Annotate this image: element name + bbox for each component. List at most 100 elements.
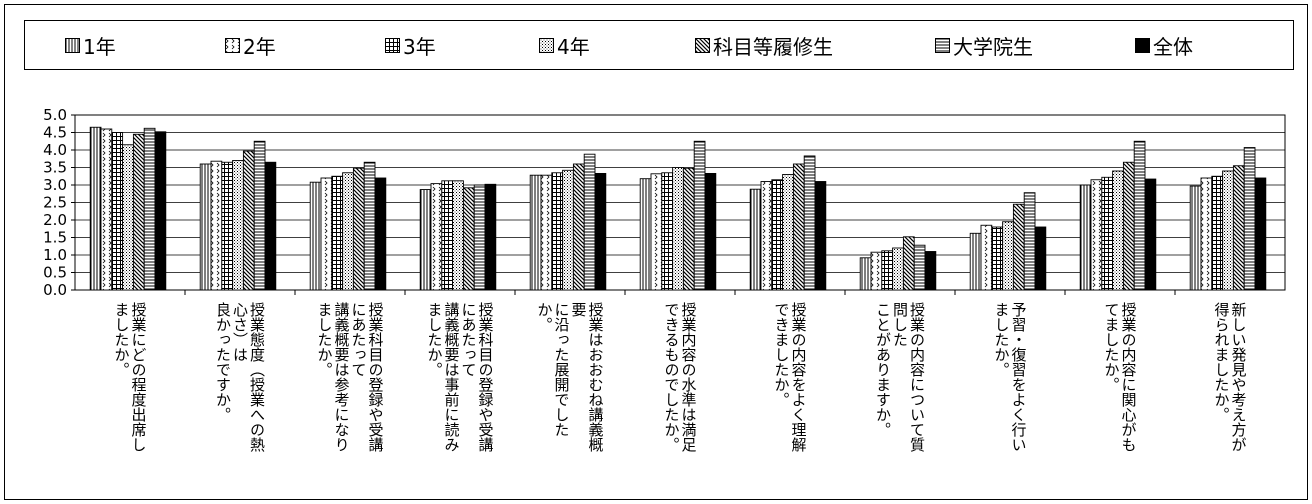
legend-label: 3年 [403,34,436,59]
bar [661,172,674,291]
bar [342,172,354,291]
bar [210,160,223,291]
bar [1012,203,1025,291]
bar [473,184,486,291]
x-tick-label: 授業の内容について質 [908,302,926,452]
x-tick-label: てましたか。 [1103,302,1121,392]
bar [870,251,883,291]
x-tick-label: 講義概要は事前に読み [443,302,461,452]
bar [1112,170,1124,291]
bar [1232,165,1245,291]
x-tick-label: ましたか。 [316,302,334,377]
x-tick-label: ましたか。 [113,302,131,377]
bar [363,161,376,291]
bar [913,244,926,291]
x-tick-label: 授業内容の水準は満足 [680,302,698,453]
bar [1122,161,1135,291]
bar [650,173,663,291]
bar [792,163,805,291]
bar [1090,179,1103,291]
bar [1023,192,1036,291]
bar [682,167,695,291]
x-tick-label: ことがありますか。 [874,302,892,437]
bar [100,128,113,291]
x-tick-label: 要 [570,302,588,318]
x-tick-label: 授業科目の登録や受講 [477,302,495,452]
x-tick-label: できるものでしたか。 [663,302,681,452]
x-tick-label: 問した [891,302,909,347]
bar [132,133,145,291]
chart-frame [4,4,1308,500]
bar [704,172,717,291]
x-tick-label: 予習・復習をよく行い [1010,302,1028,452]
x-tick-label: 心さ）は [231,302,249,362]
bar [253,140,266,291]
bar [859,257,872,291]
bar [803,155,816,291]
bar [980,224,993,291]
x-tick-label: にあたって [460,302,478,377]
legend-label: 科目等履修生 [713,34,833,59]
legend-label: 4年 [557,34,590,59]
legend-item: 4年 [539,33,590,59]
chart-legend: 1年 2年 3年 4年 科目等履修生 大学院生 全体 [24,20,1294,70]
bar [881,250,894,291]
bar [199,163,212,291]
x-tick-label: 良かったですか。 [214,302,232,422]
legend-label: 1年 [83,34,116,59]
bar [1200,177,1213,291]
bar [441,180,454,291]
bar [551,172,564,291]
bar [352,167,365,291]
bar [902,236,915,291]
x-tick-label: に沿った展開でした [553,302,571,437]
bar [594,172,607,291]
bar [749,188,762,291]
bar [672,167,684,291]
bar [111,132,124,291]
legend-label: 2年 [243,34,276,59]
legend-item: 科目等履修生 [695,33,833,59]
y-tick-label: 2.5 [43,194,67,212]
legend-swatch [935,37,950,53]
y-tick-label: 4.5 [43,124,67,142]
bar [419,189,432,291]
x-tick-label: にあたって [350,302,368,377]
bar [309,181,322,291]
bar [374,177,387,291]
bar [452,180,464,291]
bar [232,160,244,291]
bar [1189,185,1202,291]
bar [331,175,344,291]
x-tick-label: 新しい発見や考え方が [1230,302,1248,452]
bar [991,226,1004,291]
legend-item: 2年 [225,33,276,59]
y-tick-label: 5.0 [43,106,67,124]
x-tick-label: ましたか。 [993,302,1011,377]
y-tick-label: 3.0 [43,176,67,194]
legend-swatch [695,37,710,53]
y-tick-label: 2.0 [43,211,67,229]
bar [924,251,937,291]
x-tick-label: 授業にどの程度出席し [130,302,148,452]
bar [462,187,475,291]
bar [1079,184,1092,291]
bar [540,174,553,291]
y-tick-label: 1.5 [43,229,67,247]
bar [1222,170,1234,291]
x-tick-label: 講義概要は参考になり [333,302,351,452]
y-tick-label: 1.0 [43,246,67,264]
bar [1254,177,1267,291]
bar [221,161,234,291]
y-tick-label: 0.5 [43,264,67,282]
legend-swatch [65,37,80,53]
x-tick-label: 授業科目の登録や受講 [367,302,385,452]
legend-label: 全体 [1153,34,1193,59]
bar [562,169,574,291]
x-tick-label: できましたか。 [773,302,791,407]
bar [242,150,255,291]
bar [1243,147,1256,291]
bar [1002,221,1014,291]
y-tick-label: 4.0 [43,141,67,159]
